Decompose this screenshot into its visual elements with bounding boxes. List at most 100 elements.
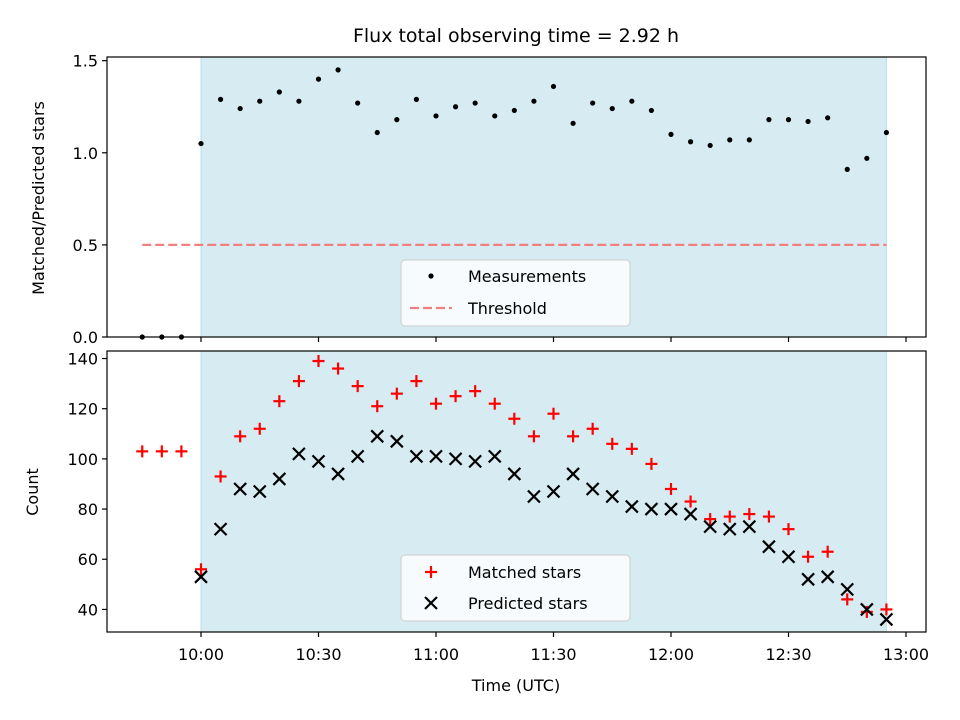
- predicted-star-point: [409, 449, 424, 464]
- predicted-star-point: [722, 522, 737, 536]
- measurement-point: [825, 115, 831, 121]
- matched-star-point: [136, 445, 149, 458]
- measurement-point: [648, 107, 655, 114]
- predicted-star-point: [762, 539, 776, 554]
- predicted-star-point: [781, 549, 796, 564]
- top-y-tick-label: 0.5: [73, 236, 98, 255]
- bottom-y-tick-label: 120: [67, 400, 98, 419]
- predicted-star-point: [448, 452, 463, 466]
- predicted-star-point: [840, 582, 855, 597]
- measurement-point: [785, 117, 792, 123]
- matched-star-point: [684, 495, 697, 508]
- top-x-ticks: [200, 337, 907, 342]
- predicted-star-point: [194, 570, 208, 584]
- measurement-point: [805, 118, 811, 125]
- measurement-point: [668, 131, 674, 137]
- bottom-legend: Matched stars Predicted stars: [400, 554, 631, 622]
- measurement-point: [472, 100, 478, 106]
- predicted-star-point: [664, 502, 678, 516]
- measurement-point: [609, 105, 615, 112]
- predicted-star-point: [527, 489, 541, 504]
- predicted-star-point: [213, 522, 228, 536]
- measurement-point: [590, 100, 596, 106]
- measurement-point: [257, 98, 263, 104]
- legend-predicted-marker: [424, 596, 438, 610]
- matched-star-point: [567, 430, 580, 443]
- matched-star-point: [410, 375, 423, 388]
- matched-star-point: [234, 430, 247, 443]
- top-y-ticks: 0.0 0.5 1.0 1.5: [73, 52, 107, 347]
- matched-star-point: [802, 550, 815, 563]
- measurement-point: [550, 83, 557, 90]
- top-y-tick-label: 1.5: [73, 52, 98, 71]
- predicted-star-point: [879, 612, 894, 627]
- predicted-star-point: [468, 454, 482, 469]
- measurement-point: [629, 98, 635, 104]
- measurement-point: [413, 96, 420, 102]
- bottom-y-tick-label: 60: [78, 550, 98, 569]
- matched-star-point: [723, 510, 736, 523]
- predicted-star-point: [605, 489, 620, 504]
- measurements-series: [139, 67, 890, 340]
- x-axis-label: Time (UTC): [471, 676, 560, 695]
- bottom-panel: 40 60 80 100 120 140 10:00 10:30 11:00 11:30 12:0…: [23, 350, 929, 695]
- measurement-point: [766, 117, 772, 123]
- matched-star-point: [880, 603, 893, 616]
- measurement-point: [335, 67, 341, 73]
- matched-star-point: [488, 397, 501, 410]
- measurement-point: [746, 137, 752, 143]
- predicted-star-point: [644, 502, 659, 516]
- measurement-point: [727, 137, 733, 143]
- measurement-point: [570, 120, 576, 126]
- matched-star-point: [586, 422, 599, 435]
- matched-star-point: [527, 430, 540, 443]
- matched-star-point: [195, 563, 207, 576]
- chart-title: Flux total observing time = 2.92 h: [353, 25, 679, 47]
- top-y-tick-label: 1.0: [73, 144, 98, 163]
- matched-star-point: [449, 390, 462, 403]
- matched-star-point: [175, 445, 188, 458]
- matched-star-point: [469, 385, 482, 398]
- matched-star-point: [253, 422, 266, 435]
- predicted-star-point: [625, 499, 639, 514]
- bottom-x-ticks: 10:00 10:30 11:00 11:30 12:00 12:30 13:00: [178, 632, 929, 664]
- predicted-star-point: [742, 519, 757, 534]
- matched-star-point: [155, 445, 168, 458]
- predicted-star-point: [683, 507, 698, 521]
- matched-star-point: [606, 437, 619, 450]
- matched-star-point: [312, 355, 325, 368]
- measurement-point: [707, 142, 713, 149]
- x-tick-label: 13:00: [883, 645, 929, 664]
- predicted-star-point: [487, 449, 502, 464]
- bottom-y-tick-label: 100: [67, 450, 98, 469]
- measurement-point: [433, 113, 439, 119]
- bottom-plot-frame: [106, 350, 927, 633]
- measurement-point: [511, 107, 517, 114]
- matched-star-point: [645, 457, 658, 470]
- matched-star-point: [371, 400, 384, 413]
- bottom-y-tick-label: 140: [67, 350, 98, 369]
- matched-star-point: [547, 407, 560, 420]
- matched-star-point: [508, 412, 521, 425]
- predicted-star-point: [252, 484, 267, 499]
- predicted-star-point: [585, 482, 600, 496]
- matched-star-point: [665, 482, 677, 495]
- measurement-point: [355, 100, 361, 106]
- top-legend-box: [400, 259, 631, 327]
- measurement-point: [276, 89, 282, 95]
- bottom-y-ticks: 40 60 80 100 120 140: [67, 350, 107, 619]
- measurement-point: [452, 104, 459, 110]
- predicted-star-point: [390, 434, 404, 449]
- measurement-point: [394, 117, 400, 123]
- matched-star-point: [332, 362, 345, 375]
- predicted-star-point: [292, 447, 306, 461]
- x-tick-label: 10:00: [178, 645, 224, 664]
- measurement-point: [844, 166, 850, 172]
- predicted-star-point: [233, 482, 247, 496]
- matched-star-point: [273, 395, 286, 408]
- matched-star-point: [704, 513, 717, 526]
- measurement-point: [883, 129, 890, 136]
- predicted-star-point: [703, 519, 717, 534]
- top-legend: Measurements Threshold: [400, 259, 631, 327]
- measurement-point: [237, 105, 243, 112]
